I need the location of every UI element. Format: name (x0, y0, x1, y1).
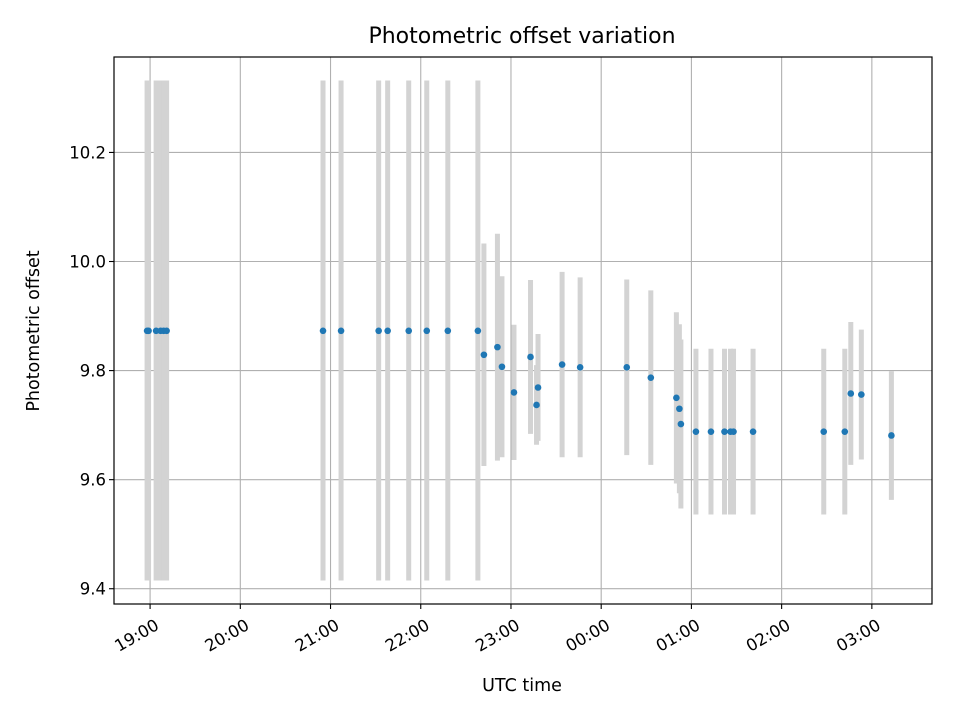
data-point (498, 363, 506, 371)
data-point (820, 428, 828, 435)
data-point (480, 351, 488, 359)
x-tick-label: 23:00 (472, 615, 523, 655)
data-point (510, 389, 518, 396)
data-point (692, 428, 700, 435)
x-tick-label: 19:00 (111, 615, 162, 655)
data-point (527, 353, 534, 361)
data-point (337, 327, 345, 335)
y-tick-label: 10.0 (69, 253, 106, 272)
data-point (847, 390, 855, 397)
y-tick-label: 9.8 (80, 362, 106, 381)
data-point (623, 364, 631, 371)
data-point (858, 391, 865, 398)
data-point (730, 428, 737, 435)
data-point (474, 327, 482, 335)
x-tick-label: 00:00 (563, 615, 614, 655)
x-tick-label: 02:00 (743, 615, 794, 655)
data-point (676, 405, 683, 413)
data-point (384, 327, 391, 335)
y-tick-label: 9.4 (80, 580, 106, 599)
x-tick-label: 03:00 (833, 615, 884, 655)
chart-title: Photometric offset variation (368, 24, 675, 49)
data-points (143, 327, 895, 439)
y-axis-label: Photometric offset (24, 250, 44, 411)
x-axis-ticks: 19:00 20:00 21:00 22:00 23:00 00:00 01:00 02:00… (111, 604, 884, 656)
data-point (841, 428, 849, 435)
x-tick-label: 21:00 (292, 615, 343, 655)
y-axis-ticks: 9.4 9.6 9.8 10.0 10.2 (69, 143, 114, 599)
data-point (444, 327, 452, 335)
data-point (576, 364, 584, 371)
data-point (163, 327, 170, 335)
data-point (558, 361, 566, 368)
data-point (534, 384, 542, 391)
y-tick-label: 10.2 (69, 143, 106, 162)
data-point (152, 327, 160, 335)
data-point (405, 327, 413, 335)
error-bars (144, 80, 894, 581)
data-point (423, 327, 431, 335)
data-point (145, 327, 152, 335)
data-point (721, 428, 728, 435)
data-point (375, 327, 382, 335)
x-tick-label: 20:00 (202, 615, 253, 655)
data-point (494, 343, 501, 351)
data-point (647, 374, 655, 381)
x-tick-label: 22:00 (382, 615, 433, 655)
data-point (677, 420, 685, 428)
data-point (533, 401, 540, 409)
data-point (749, 428, 757, 435)
x-tick-label: 01:00 (653, 615, 704, 655)
data-point (319, 327, 327, 335)
data-point (707, 428, 715, 435)
data-point (673, 394, 680, 402)
grid-lines (114, 57, 932, 604)
y-tick-label: 9.6 (80, 471, 106, 490)
data-point (888, 432, 895, 439)
plot-frame (113, 56, 933, 605)
x-axis-label: UTC time (482, 676, 562, 696)
